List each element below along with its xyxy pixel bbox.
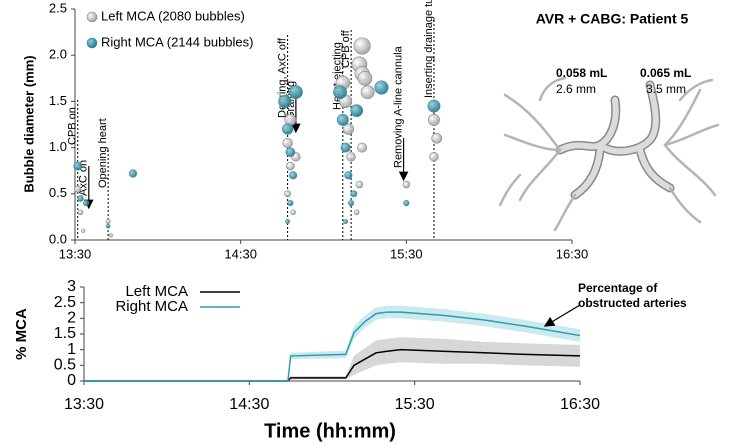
bubble [288, 85, 303, 100]
x-tick-label: 13:30 [59, 246, 92, 261]
x-tick-label: 14:30 [229, 396, 269, 413]
inset-text: AVR + CABG: Patient 5 0.058 mL 2.6 mm 0.… [536, 11, 692, 96]
bubble [427, 99, 441, 113]
line [84, 311, 581, 382]
bubble [336, 113, 349, 126]
bubble [105, 219, 111, 224]
bubble [77, 209, 84, 216]
inset-label: 2.6 mm [556, 82, 596, 96]
annotation-arrow [543, 304, 581, 327]
bubble [74, 185, 82, 193]
bubble [344, 171, 353, 180]
y-tick-label: 0.5 [54, 357, 76, 374]
annotation: Opening heart [97, 118, 109, 188]
error-band [442, 338, 484, 364]
bubble [403, 199, 410, 207]
legend-marker [86, 37, 98, 49]
bubble [281, 123, 294, 135]
bubble [282, 137, 293, 149]
bubble [427, 113, 440, 126]
y-tick-label: 1.5 [54, 325, 76, 342]
bubble [81, 228, 86, 233]
y-tick-label: 2.0 [49, 47, 67, 62]
bubble [284, 190, 292, 198]
x-tick-label: 15:30 [390, 246, 423, 261]
bubble [429, 152, 439, 162]
bubble [105, 223, 111, 229]
bubble [286, 161, 295, 171]
bubble [360, 85, 375, 100]
inset-title: AVR + CABG: Patient 5 [536, 11, 689, 27]
y-tick-label: 3 [67, 278, 76, 295]
inset-label: 3.5 mm [646, 82, 686, 96]
x-tick-label: 14:30 [224, 246, 257, 261]
inset-label: 0.065 mL [640, 66, 691, 80]
bubble [346, 152, 356, 162]
legend-label: Left MCA (2080 bubbles) [101, 8, 245, 23]
x-tick-label: 16:30 [556, 246, 589, 261]
y-tick-label: 1 [67, 341, 76, 358]
x-tick-label: 13:30 [64, 396, 104, 413]
bubble [350, 104, 363, 117]
y-tick-label: 0.5 [49, 185, 67, 200]
y-tick-label: 1.5 [49, 93, 67, 108]
y-tick-label: 1.0 [49, 139, 67, 154]
bubble [343, 219, 349, 224]
bubble [128, 169, 138, 178]
bubble [278, 94, 292, 108]
y-axis-title: % MCA [13, 308, 30, 360]
bubble [353, 209, 360, 216]
bubble [402, 180, 411, 189]
y-axis-title: Bubble diameter (mm) [21, 55, 36, 192]
bubble [340, 142, 351, 153]
bubble [374, 80, 389, 95]
legend-label: Right MCA (2144 bubbles) [101, 34, 253, 49]
annotation: CPB off [340, 29, 352, 68]
bubble [353, 37, 371, 55]
x-axis-title: Time (hh:mm) [264, 420, 396, 442]
vessel-image [498, 76, 720, 232]
bubble [285, 219, 291, 224]
bubble [285, 147, 296, 158]
annotation: Percentage of obstructed arteries [578, 281, 687, 310]
bubble [82, 199, 90, 207]
line [84, 348, 581, 382]
bubble [350, 190, 358, 198]
legend-label: Right MCA [115, 298, 188, 315]
x-tick-label: 16:30 [560, 396, 600, 413]
y-tick-label: 0 [67, 372, 76, 389]
bubble [348, 199, 355, 207]
annotation: CPB on [67, 107, 79, 145]
y-tick-label: 2 [67, 310, 76, 327]
legend-label: Left MCA [125, 283, 188, 300]
annotation: Inserting drainage tubes [423, 0, 435, 98]
inset-label: 0.058 mL [556, 66, 607, 80]
bubble [342, 123, 354, 135]
bubble [108, 233, 113, 238]
bubble [333, 85, 347, 100]
bubble [357, 70, 373, 86]
y-tick-label: 2.5 [54, 294, 76, 311]
bubble [77, 195, 84, 202]
y-tick-label: 0.0 [49, 231, 67, 246]
legend-marker [86, 11, 98, 23]
x-tick-label: 15:30 [395, 396, 435, 413]
bubble [73, 161, 83, 171]
bubble [357, 142, 368, 153]
annotation: Removing A-line cannula [392, 45, 404, 168]
bubble [290, 209, 296, 216]
y-tick-label: 2.5 [49, 0, 67, 15]
bubble [355, 180, 364, 189]
bubble [287, 199, 294, 207]
bubble [289, 171, 298, 180]
bubble [431, 133, 443, 144]
